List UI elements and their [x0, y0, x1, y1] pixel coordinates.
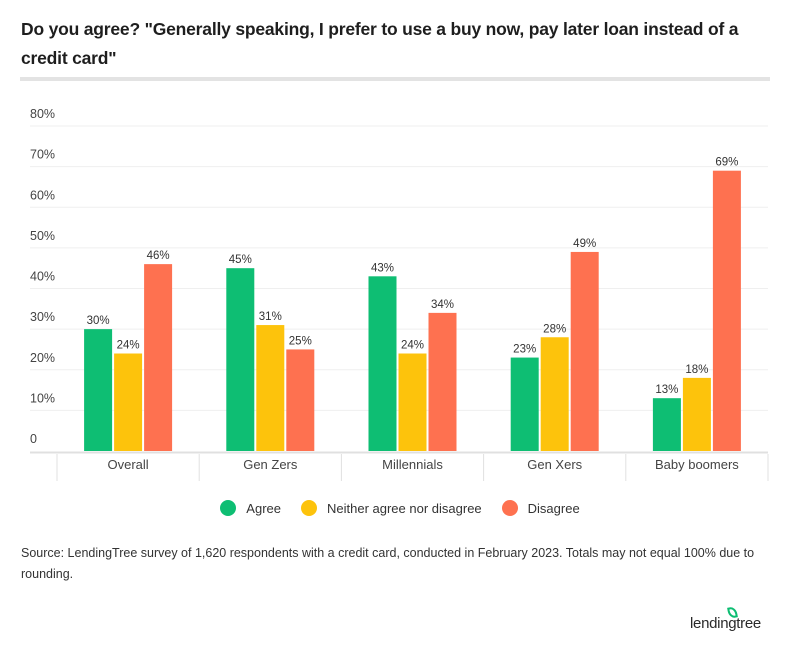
legend-label: Disagree [527, 500, 580, 516]
bar-neither-agree-nor-disagree [256, 325, 285, 451]
data-label: 49% [573, 238, 596, 250]
y-tick-label: 30% [30, 310, 55, 324]
source-note: Source: LendingTree survey of 1,620 resp… [21, 546, 755, 581]
bar-disagree [712, 170, 741, 451]
bar-agree [652, 398, 681, 451]
title-divider [20, 77, 770, 81]
y-tick-label: 60% [30, 188, 55, 202]
bar-neither-agree-nor-disagree [398, 353, 427, 451]
bar-disagree [570, 251, 599, 451]
y-tick-label: 20% [30, 351, 55, 365]
legend-label: Neither agree nor disagree [327, 500, 482, 516]
x-tick-label: Overall [108, 457, 149, 472]
data-label: 24% [117, 340, 140, 352]
legend-item-agree[interactable]: Agree [220, 500, 293, 516]
bar-disagree [144, 264, 173, 451]
bar-chart: 0 10% 20% 30% 40% 50% 60% 70% 80% 30% 24% 46% Overal… [30, 107, 769, 481]
bar-neither-agree-nor-disagree [114, 353, 143, 451]
legend-swatch-agree [220, 500, 237, 516]
data-label: 46% [147, 250, 170, 262]
y-tick-label: 0 [30, 432, 37, 446]
data-label: 25% [289, 335, 312, 347]
data-label: 69% [715, 157, 738, 169]
data-label: 34% [431, 299, 454, 311]
bar-disagree [286, 349, 315, 451]
data-label: 28% [543, 323, 566, 335]
data-label: 43% [371, 262, 394, 274]
legend-item-disagree[interactable]: Disagree [501, 500, 580, 516]
data-label: 18% [685, 364, 708, 376]
chart-title: Do you agree? "Generally speaking, I pre… [21, 19, 739, 68]
y-tick-label: 40% [30, 270, 55, 284]
bar-agree [368, 276, 397, 451]
data-label: 45% [229, 254, 252, 266]
legend-swatch-disagree [501, 500, 518, 516]
y-tick-label: 70% [30, 148, 55, 162]
bar-neither-agree-nor-disagree [540, 337, 569, 451]
bar-agree [84, 329, 113, 451]
data-label: 31% [259, 311, 282, 323]
bar-disagree [428, 312, 457, 451]
legend-swatch-neither [301, 500, 317, 516]
bar-neither-agree-nor-disagree [682, 377, 711, 451]
bar-agree [226, 268, 255, 451]
data-label: 24% [401, 340, 424, 352]
y-tick-label: 10% [30, 391, 55, 405]
x-tick-label: Baby boomers [655, 457, 739, 472]
legend: Agree Neither agree nor disagree Disagre… [0, 500, 800, 516]
data-label: 30% [87, 315, 110, 327]
legend-item-neither[interactable]: Neither agree nor disagree [301, 500, 494, 516]
y-tick-label: 80% [30, 107, 55, 121]
logo-text: lendingtree [690, 615, 761, 632]
bar-agree [510, 357, 539, 451]
x-tick-label: Gen Zers [243, 457, 298, 472]
x-tick-label: Gen Xers [527, 457, 582, 472]
legend-label: Agree [246, 500, 281, 516]
data-label: 13% [655, 384, 678, 396]
x-tick-label: Millennials [382, 457, 443, 472]
data-label: 23% [513, 344, 536, 356]
y-tick-label: 50% [30, 229, 55, 243]
lendingtree-logo: lendingtree [690, 606, 780, 637]
